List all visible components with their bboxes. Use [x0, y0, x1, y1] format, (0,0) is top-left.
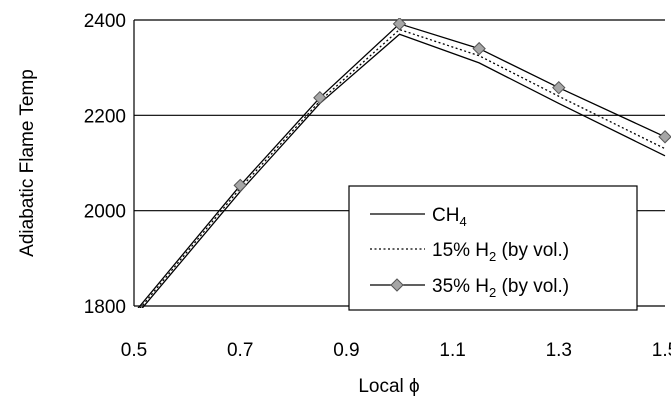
x-axis-title: Local ϕ [358, 376, 419, 397]
y-tick-label: 2200 [84, 106, 126, 127]
x-tick-label: 1.3 [546, 340, 572, 361]
data-point [313, 90, 327, 105]
series-line-1 [139, 28, 666, 308]
tick-labels: 1800 2000 2200 2400 0.5 0.7 0.9 1.1 1.3 1.5 [84, 11, 671, 361]
legend-label-1: 15% H2 (by vol.) [432, 240, 569, 264]
y-tick-label: 2400 [84, 11, 126, 32]
series-2 [137, 18, 671, 308]
data-point [392, 18, 407, 31]
x-tick-label: 0.9 [333, 340, 359, 361]
data-point [472, 41, 486, 56]
series-1 [139, 28, 666, 308]
legend-marker [390, 278, 404, 292]
y-tick-label: 1800 [84, 297, 126, 318]
data-point [658, 130, 671, 144]
y-axis-title: Adiabatic Flame Temp [17, 69, 38, 257]
y-tick-label: 2000 [84, 202, 126, 223]
legend-label-0: CH4 [432, 205, 467, 229]
data-point [552, 80, 566, 95]
legend-label-2: 35% H2 (by vol.) [432, 276, 569, 300]
series-layer [137, 18, 671, 308]
legend: CH4 15% H2 (by vol.) 35% H2 (by vol.) [348, 185, 638, 311]
x-tick-label: 0.5 [121, 340, 147, 361]
data-point [233, 178, 247, 193]
x-tick-label: 1.5 [652, 340, 671, 361]
x-tick-label: 1.1 [439, 340, 465, 361]
x-tick-label: 0.7 [227, 340, 253, 361]
